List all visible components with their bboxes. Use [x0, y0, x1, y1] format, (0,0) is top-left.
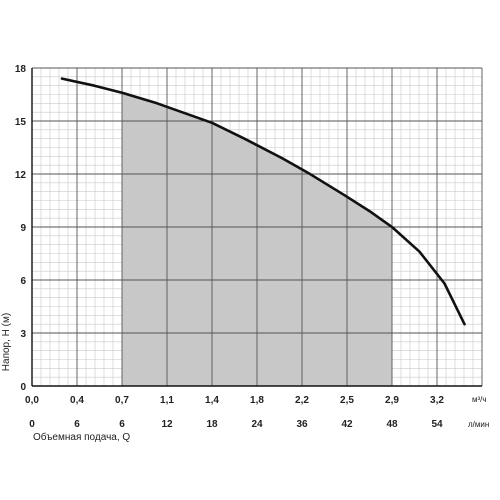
curve-layer — [60, 77, 466, 326]
x-tick-label-primary: 0,0 — [25, 395, 39, 406]
x-tick-label-secondary: 12 — [161, 419, 173, 430]
x-tick-label-secondary: 0 — [29, 419, 35, 430]
x-tick-label-secondary: 48 — [386, 419, 398, 430]
y-axis-title: Напор, H (м) — [1, 313, 12, 371]
x-tick-label-primary: 0,4 — [70, 395, 84, 406]
x-tick-label-primary: 3,2 — [430, 395, 444, 406]
x-tick-label-primary: 0,7 — [115, 395, 129, 406]
x-unit-secondary-label: л/мин — [468, 420, 489, 429]
x-axis-title: Объемная подача, Q — [33, 431, 130, 443]
x-tick-label-primary: 2,2 — [295, 395, 309, 406]
axes — [31, 68, 482, 387]
x-tick-label-secondary: 18 — [206, 419, 218, 430]
major-grid — [32, 67, 483, 386]
x-tick-label-primary: 1,1 — [160, 395, 174, 406]
x-tick-label-secondary: 42 — [341, 419, 353, 430]
x-tick-label-primary: 1,8 — [250, 395, 264, 406]
x-tick-label-secondary: 54 — [431, 419, 443, 430]
x-tick-label-primary: 2,5 — [340, 395, 354, 406]
y-tick-label: 12 — [15, 170, 27, 181]
x-tick-label-secondary: 36 — [296, 419, 308, 430]
pump-curve-line — [60, 77, 466, 326]
x-unit-primary-label: м³/ч — [472, 395, 487, 404]
y-tick-label: 3 — [20, 329, 26, 340]
x-tick-labels-secondary: 0 6 6 12 18 24 36 42 48 54 — [29, 419, 443, 430]
x-tick-label-secondary: 6 — [74, 419, 80, 430]
y-tick-label: 15 — [15, 117, 27, 128]
y-tick-label: 6 — [20, 276, 26, 287]
x-tick-label-secondary: 24 — [251, 419, 263, 430]
y-tick-label: 0 — [20, 382, 26, 393]
y-tick-labels: 0 3 6 9 12 15 18 — [15, 64, 27, 393]
x-tick-label-primary: 2,9 — [385, 395, 399, 406]
y-tick-label: 9 — [20, 223, 26, 234]
x-tick-label-primary: 1,4 — [205, 395, 219, 406]
y-tick-label: 18 — [15, 64, 27, 75]
x-tick-labels-primary: 0,0 0,4 0,7 1,1 1,4 1,8 2,2 2,5 2,9 3,2 — [25, 395, 444, 406]
x-tick-label-secondary: 6 — [119, 419, 125, 430]
